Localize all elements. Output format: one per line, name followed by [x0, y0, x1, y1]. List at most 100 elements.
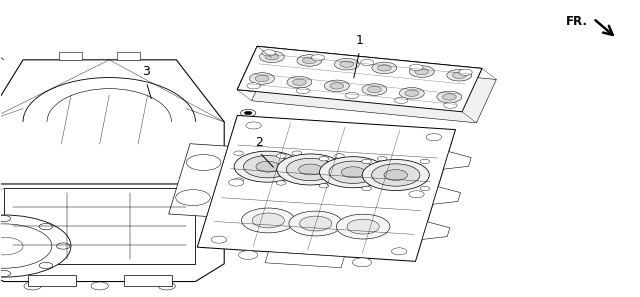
Circle shape: [292, 178, 301, 182]
Bar: [4, 188, 195, 264]
Circle shape: [0, 271, 11, 277]
Circle shape: [452, 72, 466, 78]
Circle shape: [442, 94, 456, 100]
Polygon shape: [237, 46, 482, 112]
Circle shape: [256, 161, 280, 172]
Circle shape: [277, 154, 344, 185]
Circle shape: [410, 66, 435, 77]
Text: 1: 1: [356, 34, 364, 47]
Circle shape: [244, 156, 292, 178]
Circle shape: [244, 80, 252, 84]
Circle shape: [362, 186, 371, 191]
Circle shape: [405, 90, 419, 97]
Circle shape: [335, 154, 344, 158]
Circle shape: [324, 80, 349, 92]
Circle shape: [255, 75, 269, 82]
Circle shape: [176, 190, 210, 206]
Circle shape: [378, 184, 387, 188]
Circle shape: [392, 248, 407, 255]
Circle shape: [297, 55, 322, 66]
Circle shape: [0, 215, 71, 277]
Circle shape: [372, 62, 397, 74]
Circle shape: [228, 179, 244, 186]
Circle shape: [241, 78, 256, 86]
Circle shape: [346, 92, 359, 99]
Circle shape: [289, 211, 342, 236]
Polygon shape: [265, 252, 344, 268]
Circle shape: [39, 262, 52, 268]
Polygon shape: [0, 60, 224, 188]
Circle shape: [262, 50, 275, 56]
Circle shape: [362, 159, 429, 191]
Polygon shape: [169, 144, 228, 217]
Circle shape: [292, 79, 307, 85]
Text: FR.: FR.: [566, 15, 588, 29]
Circle shape: [276, 181, 286, 185]
Circle shape: [239, 251, 258, 259]
Circle shape: [329, 161, 377, 184]
Polygon shape: [237, 46, 482, 112]
Circle shape: [334, 59, 359, 70]
Circle shape: [319, 157, 387, 188]
Bar: [60, 52, 83, 60]
Circle shape: [335, 181, 344, 185]
Circle shape: [186, 154, 221, 170]
Circle shape: [24, 282, 41, 290]
Circle shape: [292, 151, 301, 155]
Circle shape: [276, 154, 286, 158]
Polygon shape: [444, 151, 471, 169]
Circle shape: [296, 88, 310, 94]
Circle shape: [286, 158, 335, 181]
Circle shape: [259, 51, 284, 63]
Circle shape: [39, 224, 52, 230]
Circle shape: [384, 170, 408, 181]
Circle shape: [241, 110, 256, 117]
Circle shape: [56, 243, 70, 249]
Circle shape: [420, 186, 429, 191]
Circle shape: [347, 219, 380, 234]
Circle shape: [378, 157, 387, 161]
Circle shape: [399, 88, 424, 99]
Bar: [124, 275, 172, 286]
Circle shape: [0, 237, 23, 255]
Circle shape: [250, 73, 275, 84]
Circle shape: [91, 282, 108, 290]
Circle shape: [341, 167, 365, 178]
Circle shape: [234, 178, 243, 182]
Circle shape: [247, 83, 260, 89]
Circle shape: [360, 59, 374, 66]
Circle shape: [367, 86, 381, 93]
Circle shape: [337, 214, 390, 239]
Circle shape: [241, 208, 295, 233]
Circle shape: [244, 111, 252, 115]
Circle shape: [362, 159, 371, 164]
Polygon shape: [0, 184, 224, 282]
Circle shape: [158, 282, 175, 290]
Circle shape: [372, 164, 420, 186]
Circle shape: [415, 68, 429, 75]
Polygon shape: [433, 187, 461, 204]
Circle shape: [244, 142, 252, 146]
Circle shape: [330, 83, 344, 89]
Circle shape: [300, 216, 332, 231]
Circle shape: [426, 134, 442, 141]
Circle shape: [410, 64, 423, 70]
Circle shape: [362, 84, 387, 95]
Text: 3: 3: [142, 64, 150, 78]
Circle shape: [437, 91, 462, 103]
Circle shape: [420, 159, 429, 164]
Circle shape: [265, 54, 278, 60]
Circle shape: [353, 258, 372, 267]
Polygon shape: [252, 57, 497, 123]
Circle shape: [287, 76, 312, 88]
Circle shape: [319, 184, 329, 188]
Polygon shape: [422, 222, 450, 239]
Circle shape: [211, 236, 227, 243]
Polygon shape: [197, 116, 456, 261]
Circle shape: [246, 122, 261, 129]
Text: 2: 2: [255, 135, 263, 148]
Circle shape: [303, 57, 316, 64]
Circle shape: [311, 55, 324, 61]
Bar: [28, 275, 76, 286]
Circle shape: [409, 191, 424, 198]
